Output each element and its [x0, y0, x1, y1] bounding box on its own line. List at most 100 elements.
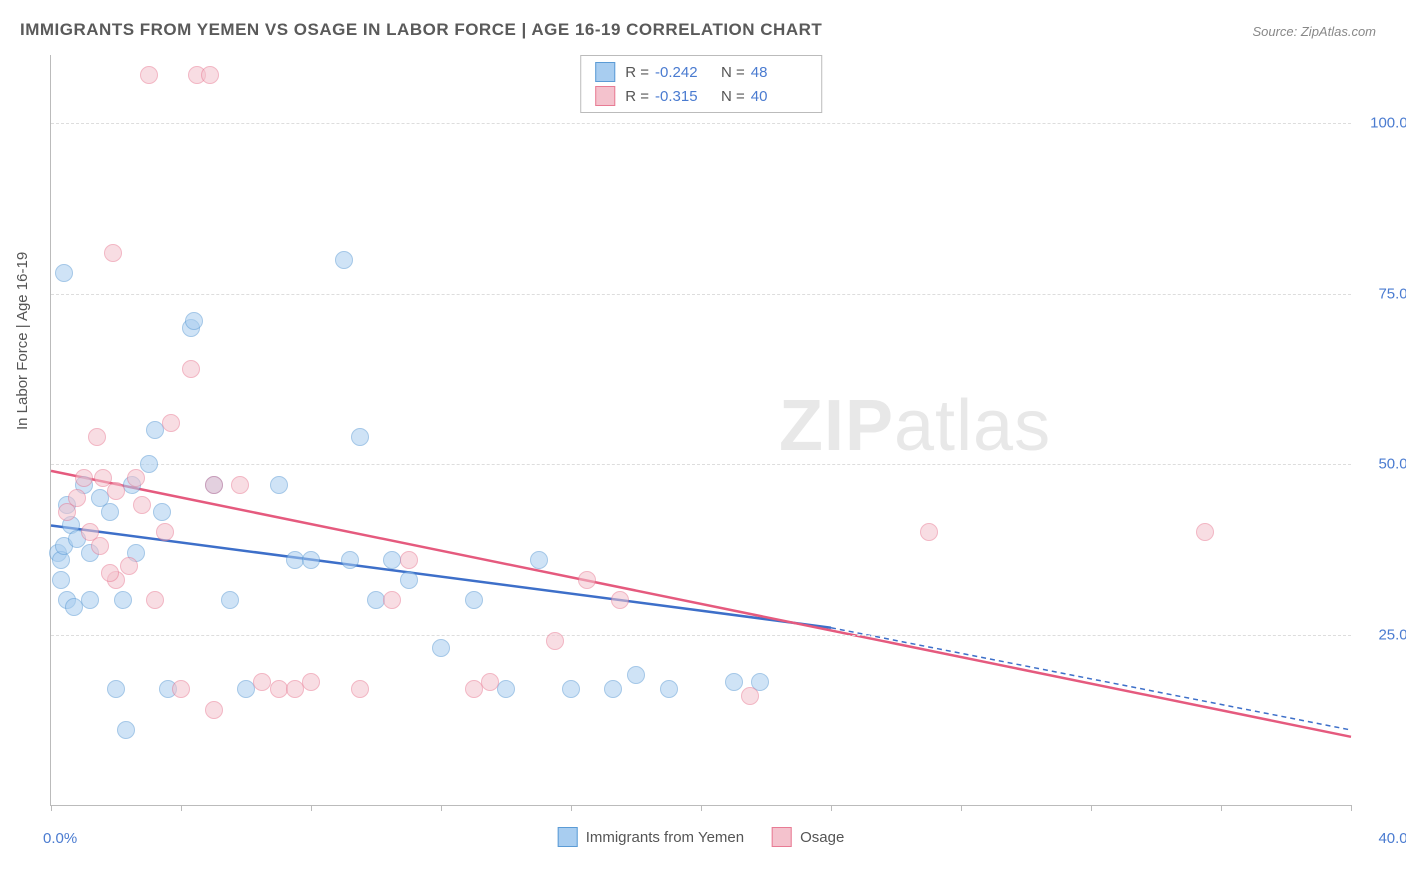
- scatter-point: [341, 551, 359, 569]
- x-tick: [1221, 805, 1222, 811]
- scatter-point: [221, 591, 239, 609]
- trend-line-extrapolated: [831, 628, 1351, 730]
- scatter-point: [725, 673, 743, 691]
- scatter-point: [741, 687, 759, 705]
- gridline: [51, 635, 1351, 636]
- scatter-point: [400, 571, 418, 589]
- x-tick: [1091, 805, 1092, 811]
- scatter-point: [75, 469, 93, 487]
- scatter-point: [604, 680, 622, 698]
- scatter-point: [546, 632, 564, 650]
- legend-row: R =-0.315N =40: [595, 84, 807, 108]
- scatter-point: [81, 591, 99, 609]
- scatter-point: [530, 551, 548, 569]
- scatter-point: [611, 591, 629, 609]
- scatter-point: [562, 680, 580, 698]
- n-label: N =: [721, 88, 745, 105]
- x-axis-max-label: 40.0%: [1378, 830, 1406, 847]
- x-tick: [571, 805, 572, 811]
- scatter-point: [205, 701, 223, 719]
- scatter-point: [52, 571, 70, 589]
- y-axis-label: In Labor Force | Age 16-19: [14, 252, 31, 430]
- series-legend: Immigrants from Yemen Osage: [558, 827, 845, 847]
- scatter-point: [335, 251, 353, 269]
- x-tick: [181, 805, 182, 811]
- scatter-point: [627, 666, 645, 684]
- y-tick-label: 50.0%: [1378, 456, 1406, 473]
- legend-row: R = -0.242 N = 48: [595, 60, 807, 84]
- chart-title: IMMIGRANTS FROM YEMEN VS OSAGE IN LABOR …: [20, 20, 822, 40]
- scatter-point: [481, 673, 499, 691]
- y-tick-label: 75.0%: [1378, 285, 1406, 302]
- scatter-point: [65, 598, 83, 616]
- scatter-point: [101, 564, 119, 582]
- scatter-point: [182, 360, 200, 378]
- scatter-point: [172, 680, 190, 698]
- y-tick-label: 100.0%: [1370, 115, 1406, 132]
- scatter-point: [120, 557, 138, 575]
- scatter-point: [231, 476, 249, 494]
- scatter-point: [127, 469, 145, 487]
- scatter-point: [660, 680, 678, 698]
- x-tick: [961, 805, 962, 811]
- series-legend-item: Immigrants from Yemen: [558, 827, 744, 847]
- x-tick: [51, 805, 52, 811]
- series-legend-label: Immigrants from Yemen: [586, 829, 744, 846]
- gridline: [51, 123, 1351, 124]
- scatter-point: [162, 414, 180, 432]
- scatter-point: [156, 523, 174, 541]
- scatter-point: [302, 673, 320, 691]
- chart-plot-area: ZIPatlas R =-0.242N =48R =-0.315N =40 Im…: [50, 55, 1351, 806]
- scatter-point: [133, 496, 151, 514]
- scatter-point: [201, 66, 219, 84]
- x-tick: [441, 805, 442, 811]
- legend-swatch: [595, 62, 615, 82]
- legend-swatch: [595, 86, 615, 106]
- scatter-point: [91, 537, 109, 555]
- scatter-point: [1196, 523, 1214, 541]
- scatter-point: [302, 551, 320, 569]
- scatter-point: [107, 680, 125, 698]
- x-tick: [311, 805, 312, 811]
- series-legend-label: Osage: [800, 829, 844, 846]
- gridline: [51, 294, 1351, 295]
- y-tick-label: 25.0%: [1378, 626, 1406, 643]
- gridline: [51, 464, 1351, 465]
- scatter-point: [140, 455, 158, 473]
- scatter-point: [578, 571, 596, 589]
- scatter-point: [400, 551, 418, 569]
- scatter-point: [205, 476, 223, 494]
- scatter-point: [351, 428, 369, 446]
- scatter-point: [146, 591, 164, 609]
- series-legend-item: Osage: [772, 827, 844, 847]
- scatter-point: [68, 489, 86, 507]
- scatter-point: [107, 482, 125, 500]
- scatter-point: [383, 591, 401, 609]
- scatter-point: [117, 721, 135, 739]
- n-value: 48: [751, 64, 807, 81]
- scatter-point: [497, 680, 515, 698]
- r-value: -0.315: [655, 88, 711, 105]
- scatter-point: [920, 523, 938, 541]
- trend-line: [51, 525, 831, 627]
- r-label: R =: [625, 64, 649, 81]
- x-tick: [1351, 805, 1352, 811]
- r-value: -0.242: [655, 64, 711, 81]
- correlation-legend: R = -0.242 N = 48R = -0.315 N = 40: [580, 55, 822, 113]
- source-attribution: Source: ZipAtlas.com: [1252, 24, 1376, 39]
- n-label: N =: [721, 64, 745, 81]
- scatter-point: [55, 264, 73, 282]
- scatter-point: [153, 503, 171, 521]
- scatter-point: [114, 591, 132, 609]
- x-tick: [831, 805, 832, 811]
- n-value: 40: [751, 88, 807, 105]
- scatter-point: [185, 312, 203, 330]
- scatter-point: [101, 503, 119, 521]
- x-axis-min-label: 0.0%: [43, 830, 77, 847]
- x-tick: [701, 805, 702, 811]
- legend-swatch: [558, 827, 578, 847]
- scatter-point: [104, 244, 122, 262]
- legend-swatch: [772, 827, 792, 847]
- scatter-point: [88, 428, 106, 446]
- scatter-point: [465, 591, 483, 609]
